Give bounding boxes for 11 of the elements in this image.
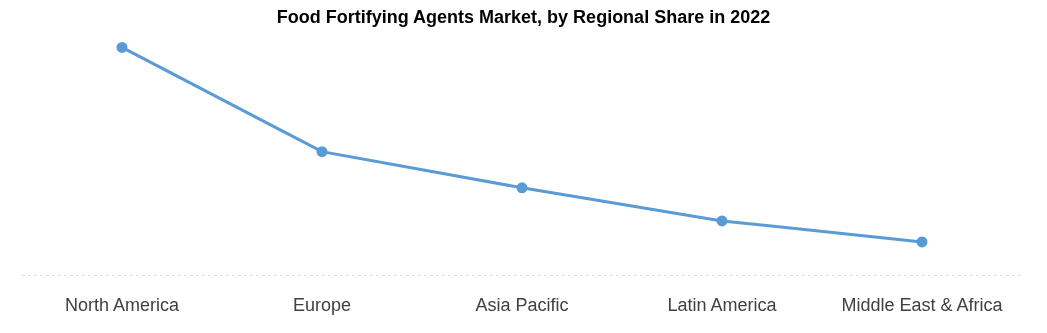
point xyxy=(516,182,528,194)
chart-title: Food Fortifying Agents Market, by Regional Share in 2022 xyxy=(276,6,771,27)
x-tick-label: Latin America xyxy=(667,295,778,315)
x-tick-label: Middle East & Africa xyxy=(841,295,1004,315)
point xyxy=(916,236,928,248)
x-tick-label: Europe xyxy=(292,295,352,315)
x-tick-label: North America xyxy=(64,295,180,315)
point xyxy=(716,215,728,227)
x-tick-label: Asia Pacific xyxy=(475,295,569,315)
point xyxy=(316,146,328,158)
point xyxy=(116,41,128,53)
